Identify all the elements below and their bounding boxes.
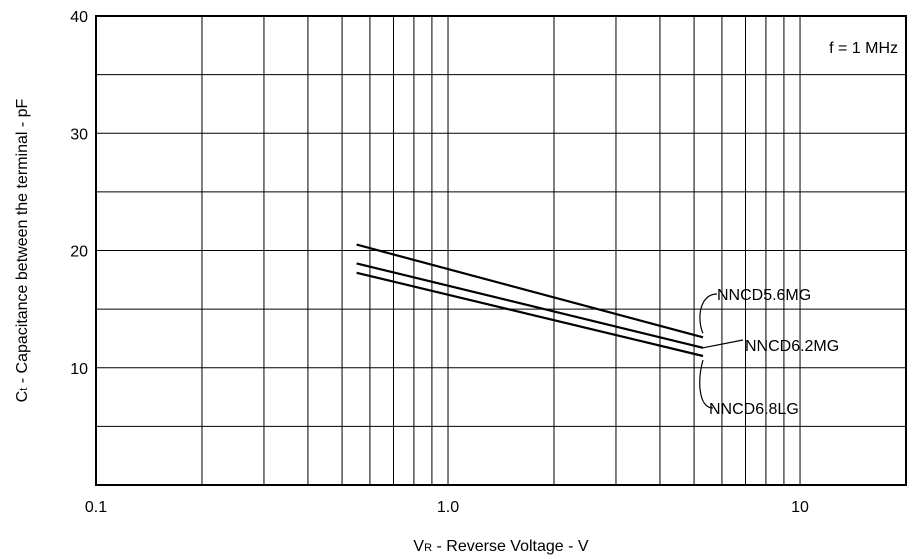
x-tick-label: 10: [791, 499, 809, 516]
series-labels: NNCD5.6MG NNCD6.2MG NNCD6.8LG: [699, 287, 839, 418]
frequency-annotation: f = 1 MHz: [829, 40, 898, 57]
y-tick-label: 40: [70, 9, 88, 26]
y-tick-label: 30: [70, 126, 88, 143]
series-label-2: NNCD6.2MG: [745, 338, 839, 355]
y-tick-label: 10: [70, 361, 88, 378]
series-leader-2: [702, 339, 744, 349]
plot-frame: [95, 15, 907, 486]
x-tick-label: 0.1: [85, 499, 107, 516]
y-axis-label: Ct - Capacitance between the terminal - …: [14, 98, 31, 402]
grid: [96, 16, 906, 485]
series-leader-1: [699, 293, 718, 334]
series-layer: [356, 243, 704, 358]
x-tick-label: 1.0: [437, 499, 459, 516]
series-line-3: [356, 271, 704, 358]
series-label-1: NNCD5.6MG: [717, 287, 811, 304]
y-tick-label: 20: [70, 244, 88, 261]
series-line-2: [356, 262, 704, 349]
series-label-3: NNCD6.8LG: [709, 401, 799, 418]
series-line-1: [356, 243, 704, 339]
series-leader-3: [699, 359, 714, 409]
tick-labels: 0.1 1.0 10 10 20 30 40: [70, 9, 809, 516]
x-axis-label: VR - Reverse Voltage - V: [413, 538, 588, 555]
